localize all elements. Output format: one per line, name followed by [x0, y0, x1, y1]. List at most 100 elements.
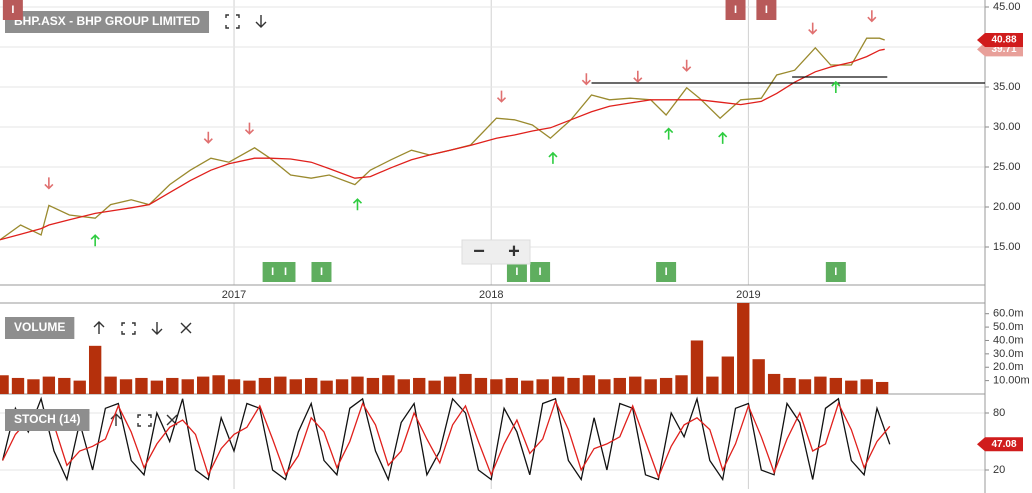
y-tick-label: 50.0m [993, 321, 1024, 333]
volume-bar [413, 377, 426, 394]
volume-bar [382, 375, 395, 394]
series-line [1, 396, 891, 482]
event-marker[interactable]: I [311, 262, 332, 282]
volume-bar [521, 380, 534, 394]
volume-bar [366, 377, 380, 394]
volume-bar [166, 377, 179, 394]
volume-bar [814, 376, 827, 394]
volume-bar [305, 377, 318, 394]
panel-title[interactable]: VOLUME [5, 317, 75, 339]
volume-bar [0, 375, 9, 394]
volume-bar [104, 376, 117, 394]
volume-bar [88, 345, 102, 394]
x-tick-label: 2018 [479, 289, 503, 301]
series-line [0, 37, 885, 241]
panel-title[interactable]: BHP.ASX - BHP GROUP LIMITED [5, 11, 210, 33]
volume-bar [490, 379, 503, 394]
volume-bar [613, 377, 626, 394]
event-marker[interactable]: I [656, 262, 677, 282]
last-value-label: 40.88 [991, 35, 1016, 46]
panel-title-text: STOCH (14) [14, 412, 80, 426]
event-label: I [11, 4, 14, 16]
volume-bar [536, 379, 549, 394]
volume-bar [737, 303, 750, 394]
sell-arrow [808, 22, 818, 35]
last-value-tag [977, 32, 1023, 47]
volume-bar [860, 379, 873, 394]
volume-bar [73, 380, 86, 394]
event-label: I [665, 266, 668, 278]
x-tick-label: 2019 [736, 289, 760, 301]
event-label: I [539, 266, 542, 278]
zoom-button[interactable]: − [473, 240, 485, 262]
y-tick-label: 30.00 [993, 121, 1021, 133]
event-box [311, 262, 332, 282]
volume-bar [135, 377, 148, 394]
zoom-controls: − + [461, 239, 531, 265]
event-label: I [320, 266, 323, 278]
panel-title[interactable]: STOCH (14) [5, 409, 90, 431]
event-marker[interactable]: I [825, 262, 846, 282]
volume-bar [505, 377, 518, 394]
volume-bar [721, 356, 734, 394]
mark-layer [0, 37, 891, 482]
volume-bar [767, 373, 781, 394]
zoom-button[interactable]: + [508, 240, 520, 262]
event-marker[interactable]: I [756, 0, 777, 20]
y-tick-label: 20 [993, 464, 1005, 476]
volume-bar [212, 375, 225, 394]
volume-bar [551, 376, 565, 394]
volume-bar [690, 340, 704, 394]
y-tick-label: 45.00 [993, 1, 1021, 13]
volume-bar [629, 376, 642, 394]
sell-arrow [44, 177, 54, 190]
event-box [506, 262, 527, 282]
event-label: I [271, 266, 274, 278]
volume-bar [258, 377, 272, 394]
event-box [825, 262, 846, 282]
volume-bar [706, 376, 719, 394]
y-tick-label: 10.00m [993, 375, 1030, 387]
event-box [2, 0, 23, 20]
series-line [0, 48, 885, 241]
event-marker[interactable]: I [2, 0, 23, 20]
sell-arrow [633, 70, 643, 83]
volume-bar [320, 380, 333, 394]
volume-bar [227, 379, 241, 394]
event-marker[interactable]: I [275, 262, 296, 282]
volume-bar [845, 380, 858, 394]
volume-bar [459, 373, 472, 394]
buy-arrow [352, 198, 363, 211]
volume-bar [181, 379, 194, 394]
buy-arrow [90, 234, 100, 247]
last-value-label: 39.71 [991, 44, 1016, 55]
volume-icons[interactable] [93, 321, 192, 335]
volume-bar [474, 377, 488, 394]
event-marker[interactable]: I [506, 262, 527, 282]
volume-bar [58, 377, 71, 394]
panel-title-box [5, 317, 75, 339]
y-tick-label: 15.00 [993, 241, 1021, 253]
sell-arrow [496, 90, 507, 103]
sell-arrow [244, 122, 255, 135]
volume-bar [567, 377, 580, 394]
volume-bar [351, 376, 364, 394]
volume-bar [119, 379, 133, 394]
event-marker[interactable]: I [725, 0, 746, 20]
volume-bar [274, 376, 287, 394]
sell-arrow [867, 10, 877, 23]
event-marker[interactable]: I [530, 262, 551, 282]
event-label: I [734, 4, 737, 16]
volume-bar [598, 379, 611, 394]
volume-bar [829, 377, 843, 394]
volume-bar [197, 376, 210, 394]
event-box [656, 262, 677, 282]
last-value-label: 47.08 [991, 439, 1016, 450]
title-icons[interactable] [225, 14, 267, 29]
volume-bar [644, 379, 657, 394]
volume-bar [42, 376, 56, 394]
volume-bar [150, 380, 164, 394]
y-tick-label: 25.00 [993, 161, 1021, 173]
event-box [530, 262, 551, 282]
